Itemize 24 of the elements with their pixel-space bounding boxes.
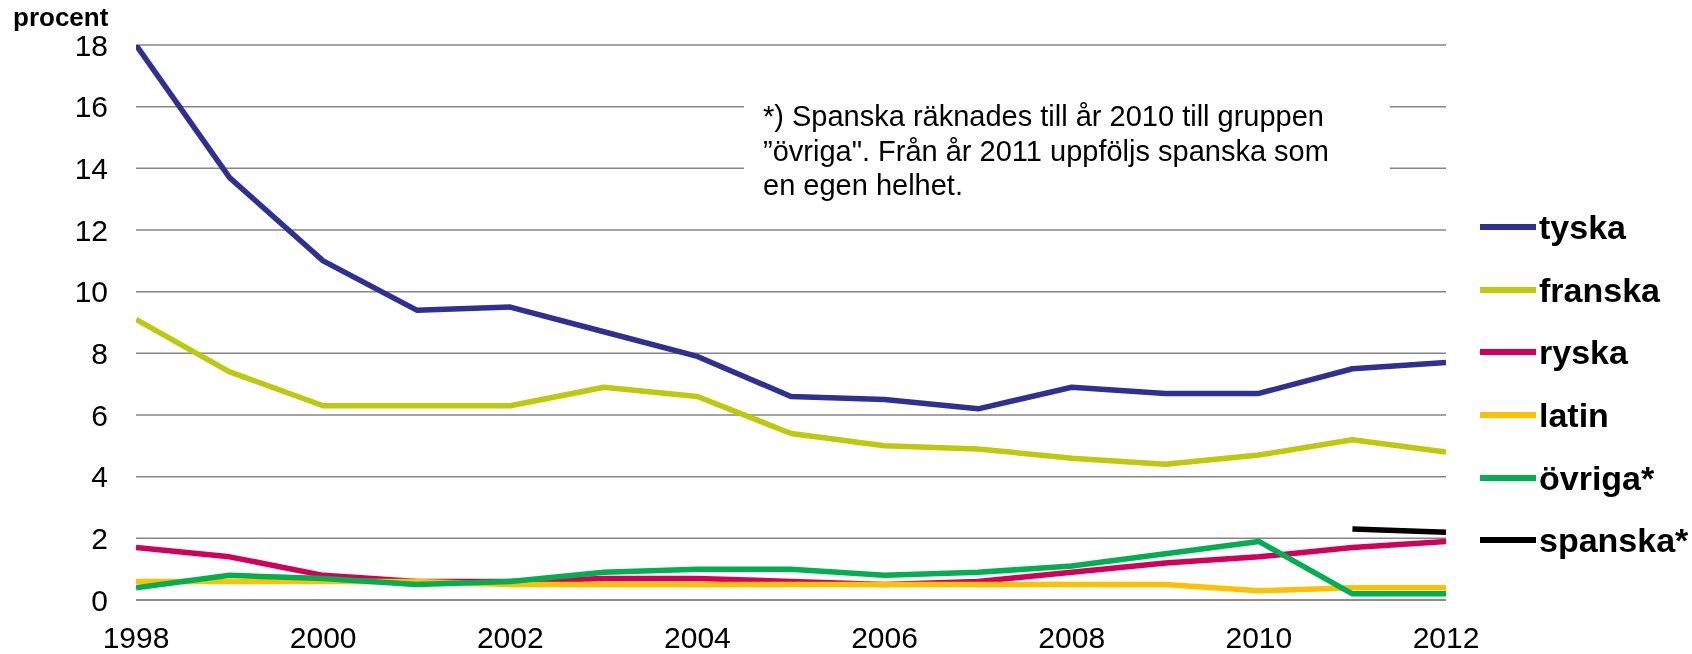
x-tick-label: 2002 (476, 621, 544, 654)
x-tick-label: 2000 (289, 621, 357, 654)
legend-label: spanska* (1539, 520, 1689, 561)
y-tick-label: 4 (91, 460, 108, 494)
x-tick-label: 2004 (664, 621, 731, 654)
y-tick-label: 2 (91, 521, 108, 555)
legend-label: latin (1539, 395, 1609, 436)
x-tick-label: 2010 (1225, 621, 1293, 654)
y-tick-label: 10 (74, 275, 108, 309)
x-tick-label: 2008 (1038, 621, 1106, 654)
x-tick-label: 2006 (851, 621, 918, 654)
x-tick-label: 1998 (102, 621, 170, 654)
annotation: *) Spanska räknades till år 2010 till gruppen ”övriga". Från år 2011 uppföljs spanska som en egen helhet. (763, 99, 1330, 203)
y-tick-label: 6 (91, 398, 108, 432)
x-tick-label: 2012 (1412, 621, 1480, 654)
y-tick-label: 16 (74, 90, 108, 124)
y-tick-label: 8 (91, 336, 108, 370)
legend-label: ryska (1539, 332, 1628, 373)
y-tick-label: 14 (74, 151, 108, 185)
legend-label: franska (1539, 269, 1660, 310)
legend-label: tyska (1539, 207, 1626, 248)
legend-label: övriga* (1539, 457, 1655, 498)
y-tick-label: 0 (91, 583, 108, 617)
y-tick-label: 12 (74, 213, 108, 247)
